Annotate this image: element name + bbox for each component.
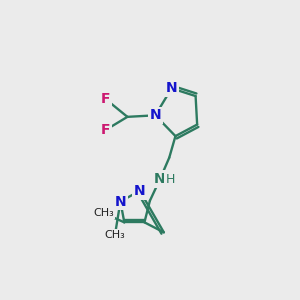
Text: F: F xyxy=(101,92,110,106)
Text: F: F xyxy=(101,123,110,137)
Text: N: N xyxy=(166,81,177,95)
Text: H: H xyxy=(165,173,175,186)
Text: N: N xyxy=(115,195,126,208)
Text: N: N xyxy=(134,184,146,198)
Text: N: N xyxy=(149,108,161,122)
Text: N: N xyxy=(154,172,166,186)
Text: CH₃: CH₃ xyxy=(105,230,125,240)
Text: CH₃: CH₃ xyxy=(93,208,114,218)
